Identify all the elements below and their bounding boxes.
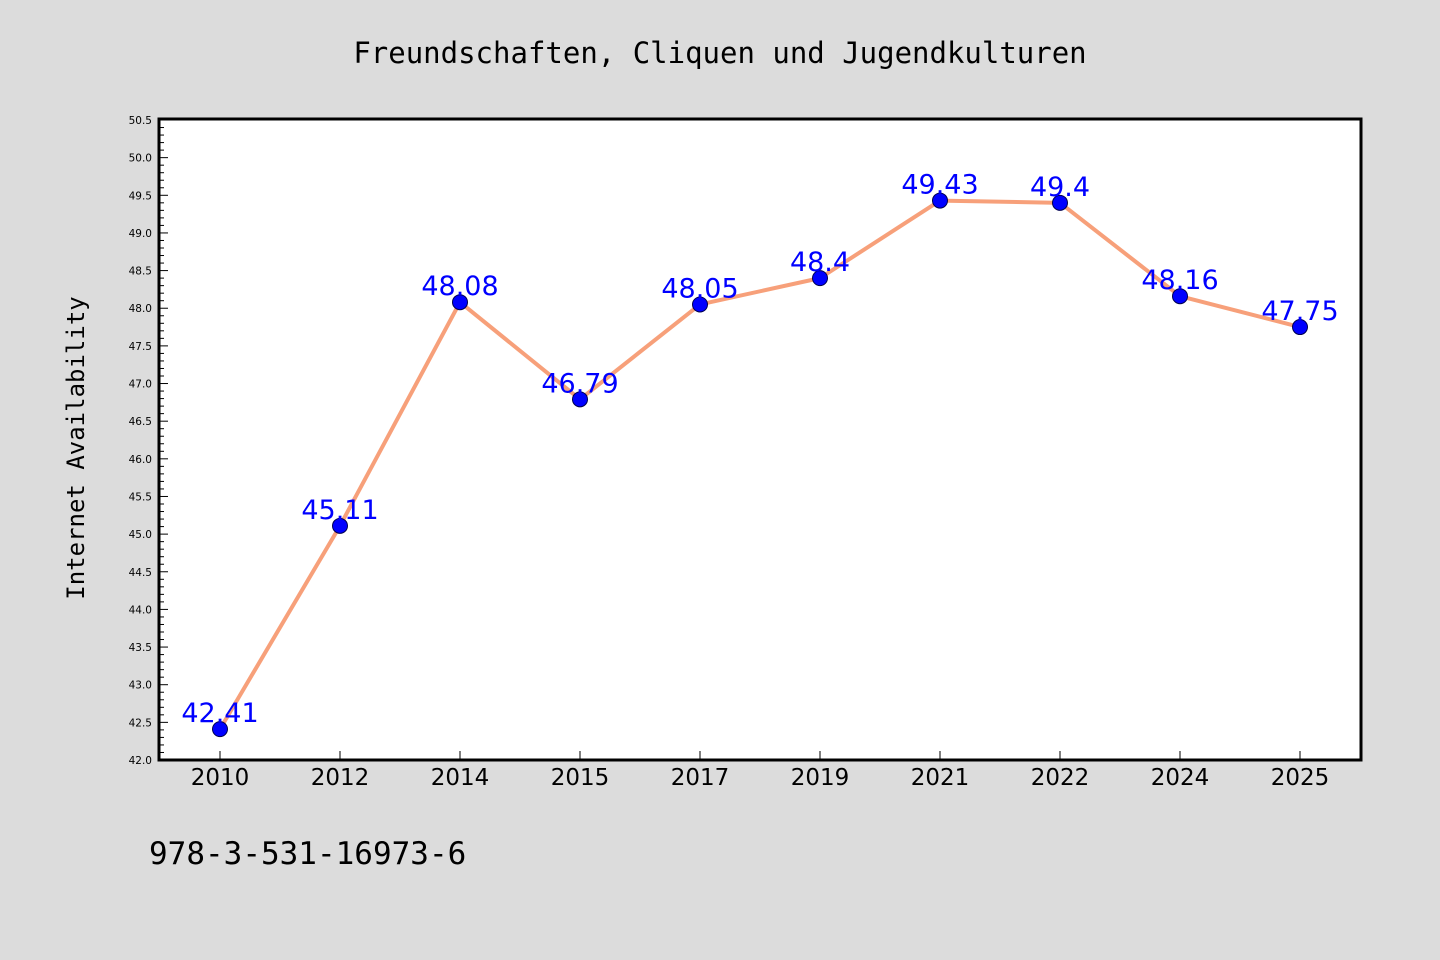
data-labels: 42.41 45.11 48.08 46.79 48.05 48.4 49.43 49.4 48…	[181, 170, 1338, 730]
y-tick-label: 50.5	[129, 115, 152, 127]
isbn-text: 978-3-531-16973-6	[149, 836, 466, 872]
data-point	[332, 517, 348, 534]
data-point	[212, 721, 228, 738]
data-label: 48.05	[661, 273, 738, 304]
series-line	[218, 198, 1302, 732]
y-tick-label: 45.0	[129, 529, 152, 541]
x-tick-label: 2012	[311, 765, 370, 791]
data-label: 48.4	[790, 247, 850, 278]
y-tick-label: 42.0	[129, 755, 152, 767]
y-tick-label: 49.0	[129, 228, 152, 240]
x-tick-label: 2014	[431, 765, 490, 791]
y-tick-label: 44.0	[129, 604, 152, 616]
x-tick-label: 2021	[911, 765, 970, 791]
chart-title: Freundschaften, Cliquen und Jugendkultur…	[353, 36, 1086, 70]
y-tick-label: 43.0	[129, 680, 152, 692]
data-point	[812, 270, 828, 287]
data-point	[692, 296, 708, 313]
data-point	[452, 294, 468, 311]
data-point	[1172, 288, 1188, 305]
x-axis: 2010 2012 2014 2015 2017 2019 2021 2022 2024 2025	[191, 751, 1330, 791]
data-label: 47.75	[1261, 296, 1338, 327]
data-series	[212, 192, 1308, 738]
y-axis: 42.0 42.5 43.0 43.5 44.0 44.5 45.0 45.5 46.0 46.5…	[129, 115, 168, 767]
data-label: 42.41	[181, 698, 258, 729]
y-tick-label: 44.5	[129, 567, 152, 579]
y-tick-label: 49.5	[129, 190, 152, 202]
y-tick-label: 48.5	[129, 266, 152, 278]
y-tick-label: 47.0	[129, 379, 152, 391]
x-tick-label: 2024	[1151, 765, 1210, 791]
plot-area	[157, 117, 1363, 762]
y-tick-label: 47.5	[129, 341, 152, 353]
data-label: 45.11	[301, 495, 378, 526]
data-label: 48.08	[421, 271, 498, 302]
data-point	[1292, 319, 1308, 336]
x-tick-label: 2022	[1031, 765, 1090, 791]
y-axis-label: Internet Availability	[62, 296, 90, 599]
data-label: 49.43	[901, 170, 978, 201]
x-tick-label: 2025	[1271, 765, 1330, 791]
data-label: 48.16	[1141, 265, 1218, 296]
x-tick-label: 2017	[671, 765, 730, 791]
y-tick-label: 46.5	[129, 416, 152, 428]
y-tick-label: 46.0	[129, 454, 152, 466]
y-tick-label: 48.0	[129, 303, 152, 315]
data-label: 46.79	[541, 368, 618, 399]
x-tick-label: 2010	[191, 765, 250, 791]
x-tick-label: 2015	[551, 765, 610, 791]
y-tick-label: 43.5	[129, 642, 152, 654]
y-tick-label: 45.5	[129, 491, 152, 503]
y-tick-label: 50.0	[129, 153, 152, 165]
y-tick-label: 42.5	[129, 717, 152, 729]
x-tick-label: 2019	[791, 765, 850, 791]
data-point	[572, 391, 588, 408]
data-label: 49.4	[1030, 172, 1090, 203]
data-point	[1052, 194, 1068, 211]
data-point	[932, 192, 948, 209]
